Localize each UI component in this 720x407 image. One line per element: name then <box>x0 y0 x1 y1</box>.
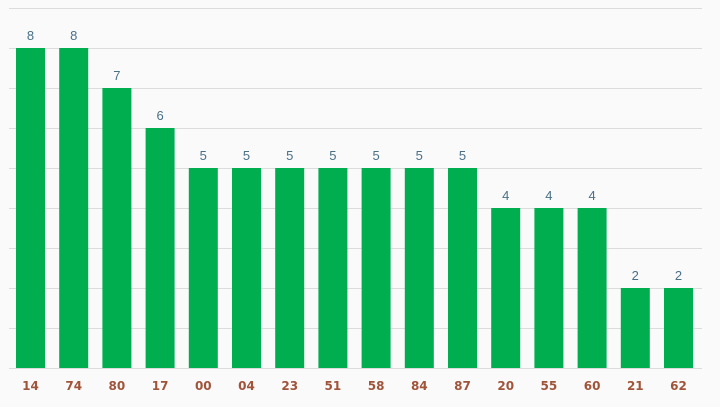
value-label-60: 4 <box>588 188 595 203</box>
value-label-14: 8 <box>27 28 34 43</box>
value-label-20: 4 <box>502 188 509 203</box>
value-label-21: 2 <box>632 268 639 283</box>
x-tick-label-58: 58 <box>368 379 385 393</box>
x-tick-label-55: 55 <box>541 379 558 393</box>
bars <box>16 48 693 368</box>
x-tick-label-84: 84 <box>411 379 428 393</box>
value-label-17: 6 <box>156 108 163 123</box>
x-tick-label-60: 60 <box>584 379 601 393</box>
bar-23 <box>275 168 305 368</box>
bar-21 <box>620 288 650 368</box>
value-label-84: 5 <box>416 148 423 163</box>
bar-74 <box>59 48 89 368</box>
x-tick-label-87: 87 <box>454 379 471 393</box>
x-axis-tick-labels: 14 74 80 17 00 04 23 51 58 84 87 20 55 60 21 62 <box>22 379 687 393</box>
value-label-87: 5 <box>459 148 466 163</box>
bar-17 <box>145 128 175 368</box>
x-tick-label-51: 51 <box>325 379 342 393</box>
bar-80 <box>102 88 132 368</box>
bar-87 <box>448 168 477 368</box>
bar-51 <box>318 168 348 368</box>
bar-04 <box>232 168 261 368</box>
value-label-04: 5 <box>243 148 250 163</box>
x-tick-label-74: 74 <box>65 379 82 393</box>
bar-84 <box>404 168 434 368</box>
bar-55 <box>534 208 564 368</box>
value-label-51: 5 <box>329 148 336 163</box>
x-tick-label-04: 04 <box>238 379 255 393</box>
value-label-00: 5 <box>200 148 207 163</box>
value-labels: 8 8 7 6 5 5 5 5 5 5 5 4 4 4 2 2 <box>27 28 682 283</box>
x-tick-label-14: 14 <box>22 379 39 393</box>
value-label-62: 2 <box>675 268 682 283</box>
value-label-23: 5 <box>286 148 293 163</box>
x-tick-label-17: 17 <box>152 379 169 393</box>
bar-20 <box>491 208 521 368</box>
value-label-80: 7 <box>113 68 120 83</box>
bar-58 <box>361 168 391 368</box>
x-tick-label-21: 21 <box>627 379 644 393</box>
x-tick-label-80: 80 <box>109 379 126 393</box>
value-label-55: 4 <box>545 188 552 203</box>
bar-14 <box>16 48 45 368</box>
bar-60 <box>577 208 607 368</box>
x-tick-label-62: 62 <box>670 379 687 393</box>
x-tick-label-23: 23 <box>281 379 298 393</box>
value-label-74: 8 <box>70 28 77 43</box>
x-tick-label-20: 20 <box>497 379 514 393</box>
bar-00 <box>188 168 218 368</box>
bar-62 <box>664 288 693 368</box>
value-label-58: 5 <box>372 148 379 163</box>
x-tick-label-00: 00 <box>195 379 212 393</box>
